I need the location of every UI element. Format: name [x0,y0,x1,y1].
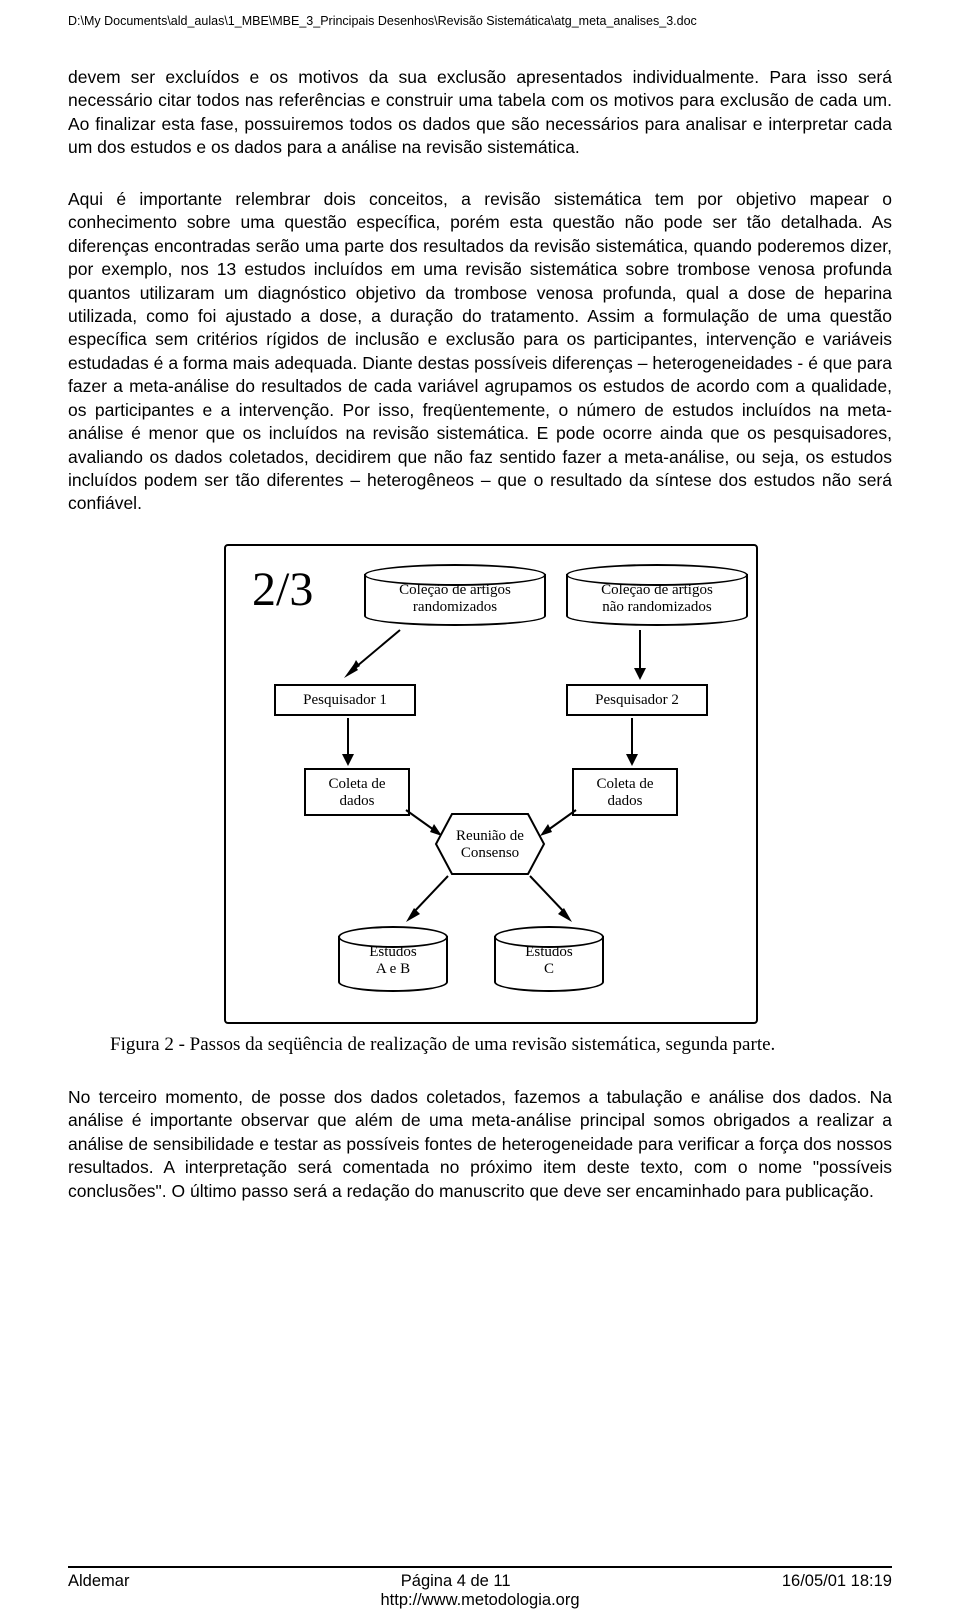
body-paragraph-1: devem ser excluídos e os motivos da sua … [68,66,892,160]
cyl4-line1: Estudos [525,944,573,960]
header-file-path: D:\My Documents\ald_aulas\1_MBE\MBE_3_Pr… [68,14,892,28]
page-footer: Aldemar Página 4 de 11 16/05/01 18:19 ht… [68,1566,892,1610]
arrow-hex-cyl3 [398,872,458,930]
cyl3-line2: A e B [376,961,410,977]
arrow-hex-cyl4 [522,872,582,930]
figure-caption: Figura 2 - Passos da seqüência de realiz… [110,1034,892,1056]
hexagon-consensus: Reunião de Consenso [434,812,546,876]
diagram-container: 2/3 Coleção de artigos randomizados Cole… [68,544,892,1024]
cyl3-line1: Estudos [369,944,417,960]
footer-author: Aldemar [68,1572,129,1591]
body-paragraph-2: Aqui é importante relembrar dois conceit… [68,188,892,516]
arrow-cyl1-rect1 [340,626,410,686]
rect4-line1: Coleta de [596,776,653,792]
cylinder-randomized: Coleção de artigos randomizados [364,574,546,626]
arrow-rect1-rect3 [330,716,370,770]
rect3-line1: Coleta de [328,776,385,792]
cyl2-line2: não randomizados [602,599,712,615]
rect3-line2: dados [340,793,375,809]
cylinder-studies-ab: Estudos A e B [338,936,448,992]
hex-line1: Reunião de [456,828,524,844]
rect4-line2: dados [608,793,643,809]
cylinder-nonrandomized: Coleção de artigos não randomizados [566,574,748,626]
arrow-cyl2-rect2 [620,626,660,686]
footer-datetime: 16/05/01 18:19 [782,1572,892,1591]
rect-coleta-1: Coleta de dados [304,768,410,816]
arrow-rect2-rect4 [614,716,654,770]
hex-line2: Consenso [461,845,519,861]
flow-diagram: 2/3 Coleção de artigos randomizados Cole… [170,544,790,1024]
rect-coleta-2: Coleta de dados [572,768,678,816]
body-paragraph-3: No terceiro momento, de posse dos dados … [68,1086,892,1203]
rect-researcher-1: Pesquisador 1 [274,684,416,716]
cyl4-line2: C [544,961,554,977]
footer-page: Página 4 de 11 [401,1572,511,1591]
footer-url: http://www.metodologia.org [68,1591,892,1610]
diagram-step-label: 2/3 [252,562,313,617]
rect-researcher-2: Pesquisador 2 [566,684,708,716]
cyl2-line1: Coleção de artigos [601,582,713,598]
cyl1-line2: randomizados [413,599,497,615]
cylinder-studies-c: Estudos C [494,936,604,992]
cyl1-line1: Coleção de artigos [399,582,511,598]
